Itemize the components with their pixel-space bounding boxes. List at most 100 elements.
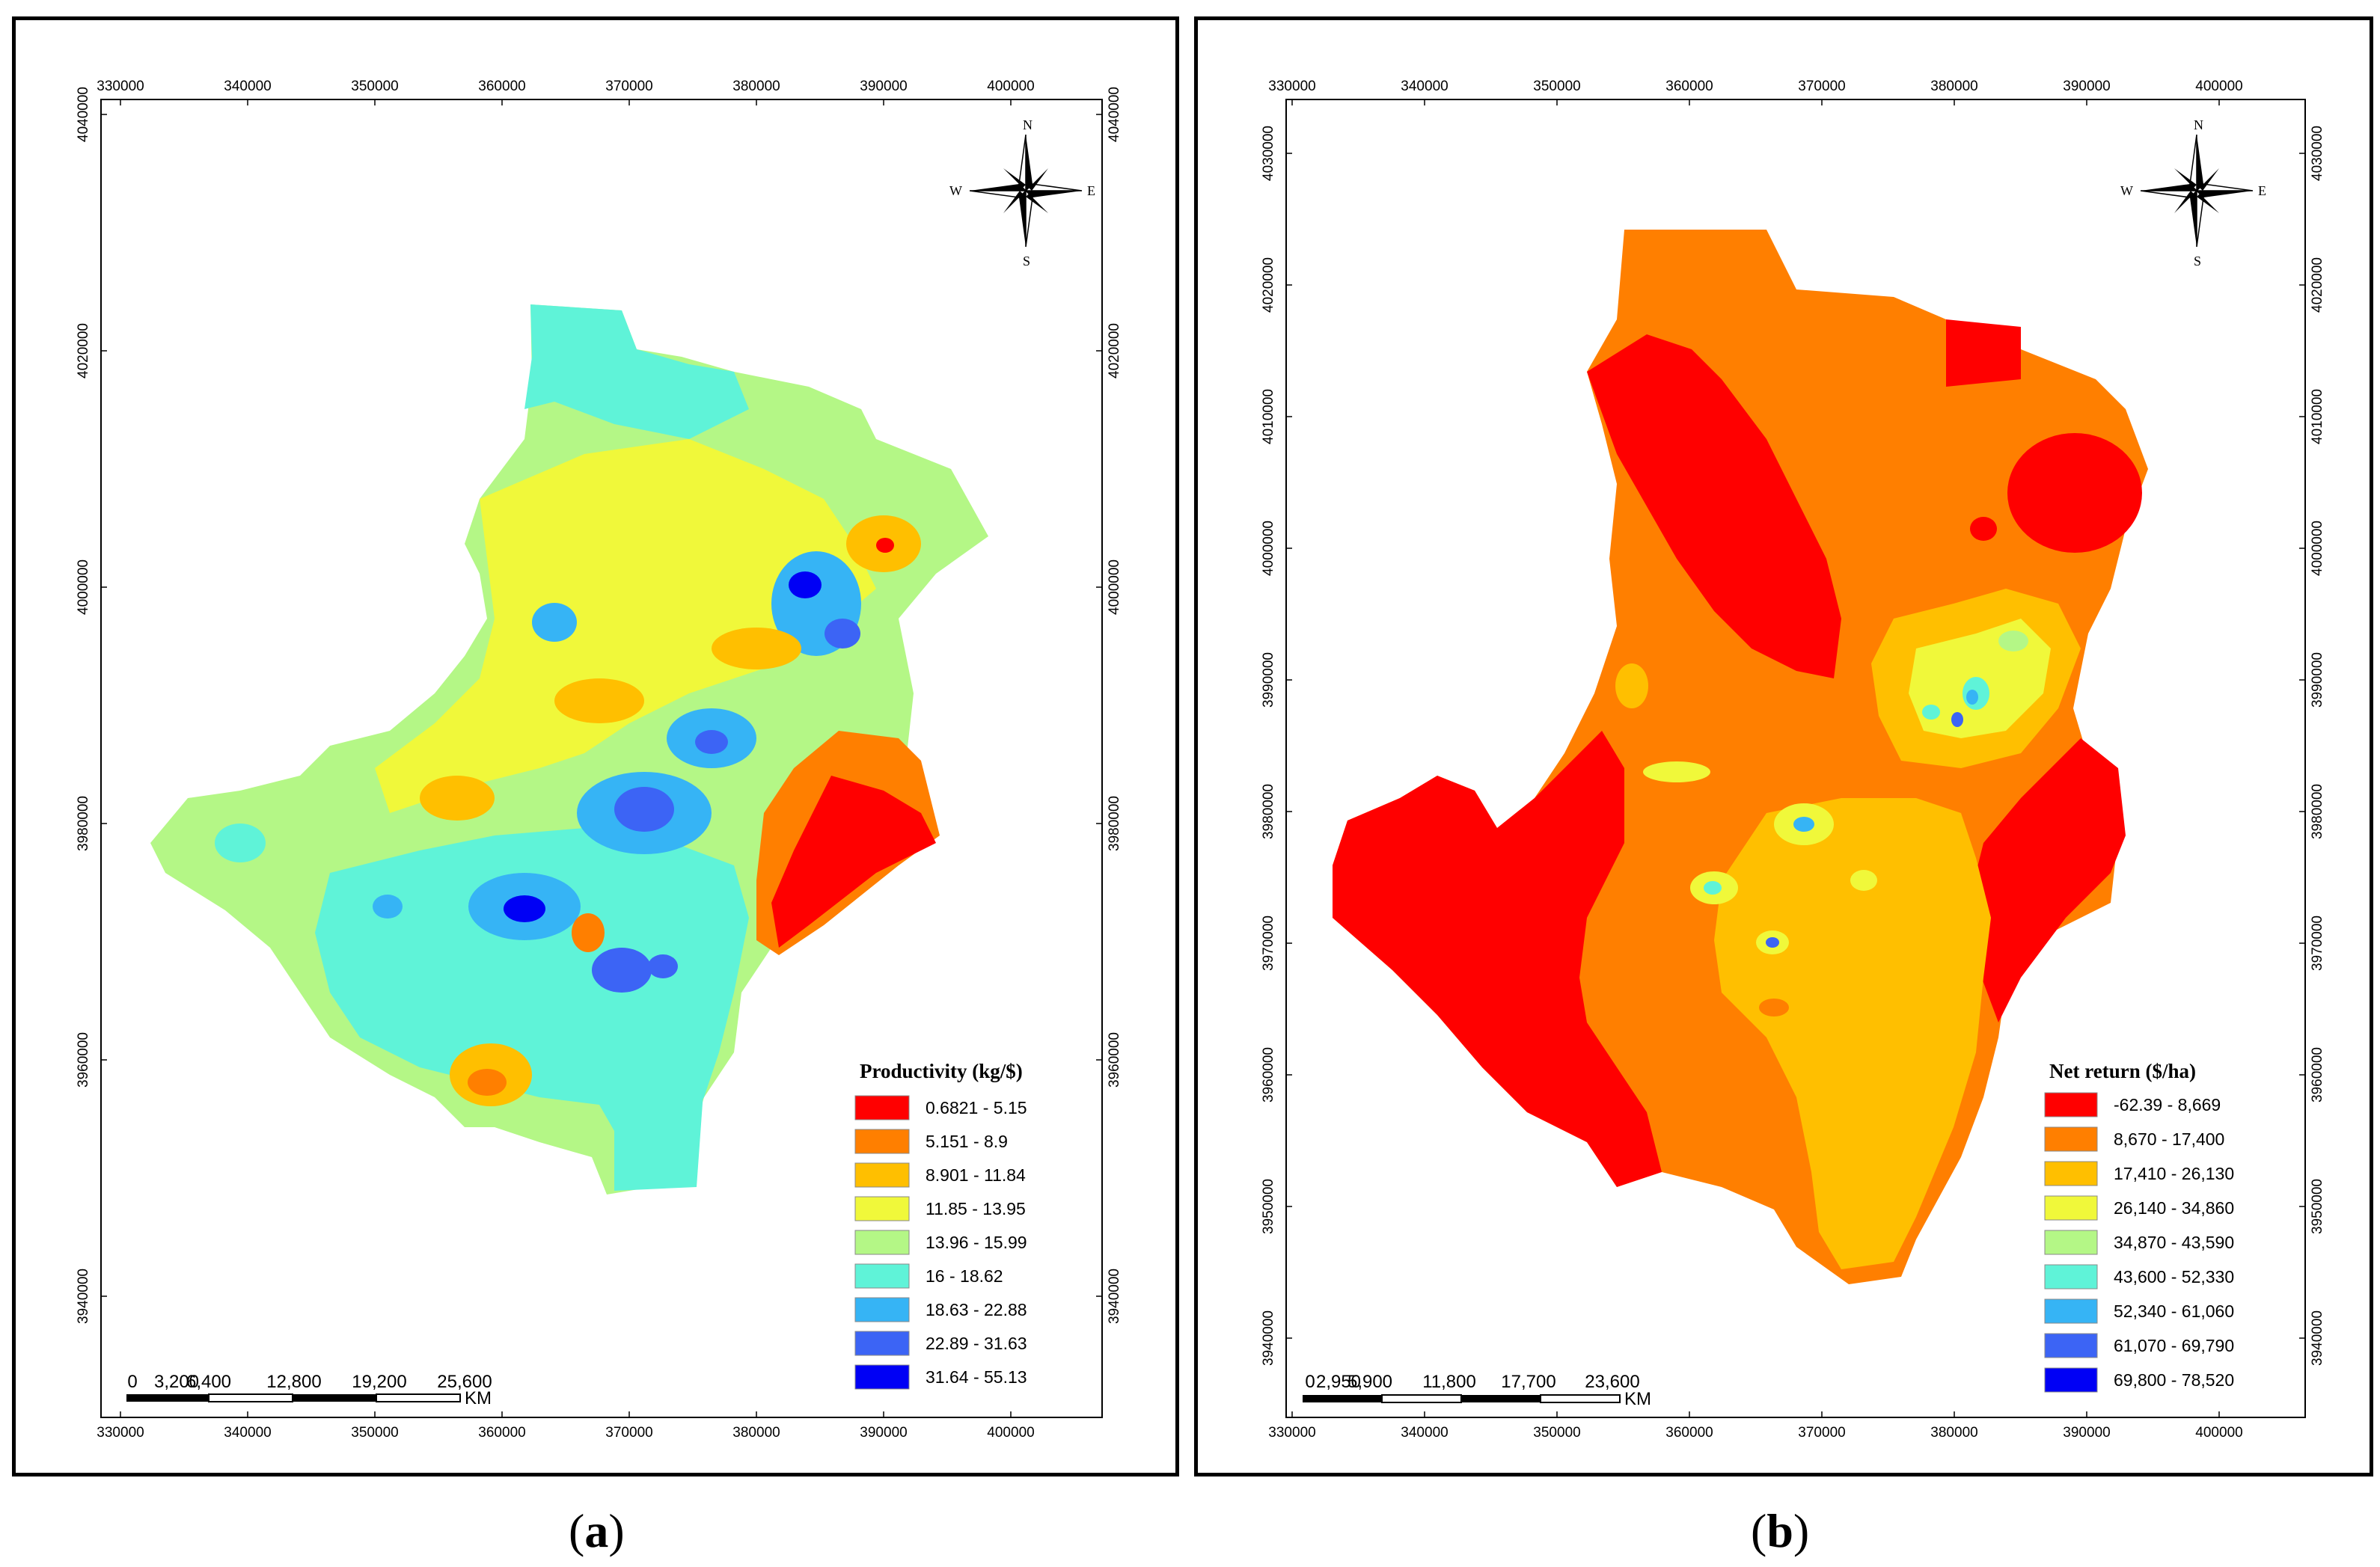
region-south-lobe [614, 1082, 704, 1191]
y-tick-left: 4010000 [1261, 389, 1276, 444]
y-tick-left: 3950000 [1261, 1179, 1276, 1234]
compass-e: E [2258, 183, 2266, 198]
patch-yellow-e [1850, 870, 1877, 891]
x-tick-bottom: 370000 [605, 1425, 652, 1441]
scale-unit-a: KM [465, 1388, 492, 1408]
y-tick-right: 3970000 [2310, 916, 2325, 971]
y-tick-left: 4020000 [1261, 257, 1276, 313]
y-tick-left: 4030000 [1261, 126, 1276, 181]
y-tick-right: 4020000 [1107, 323, 1122, 378]
y-tick-right: 3980000 [1107, 796, 1122, 851]
legend-swatch [854, 1129, 910, 1154]
scale-bar-label: 6,400 [186, 1372, 231, 1392]
y-tick-right: 3990000 [2310, 652, 2325, 708]
legend-label: 5.151 - 8.9 [926, 1132, 1008, 1151]
scale-unit-b: KM [1624, 1389, 1651, 1409]
legend-label: 17,410 - 26,130 [2114, 1164, 2234, 1183]
x-tick-bottom: 330000 [97, 1425, 144, 1441]
y-tick-left: 4000000 [76, 559, 91, 615]
compass-e: E [1087, 183, 1095, 198]
patch-green-ne [1998, 631, 2028, 651]
x-tick-top: 330000 [97, 79, 144, 94]
y-tick-right: 3960000 [2310, 1047, 2325, 1103]
legend-swatch [854, 1095, 910, 1120]
x-tick-bottom: 390000 [860, 1425, 907, 1441]
legend-label: 69,800 - 78,520 [2114, 1370, 2234, 1390]
map-b-frame [1285, 99, 2306, 1418]
x-tick-labels-bottom: 330000 340000 350000 360000 370000 380000 3900… [1268, 1425, 2242, 1441]
patch-deep-blue-1 [504, 895, 545, 922]
x-tick-top: 390000 [860, 79, 907, 94]
patch-orange-ce [712, 628, 801, 669]
y-tick-right: 4030000 [2310, 126, 2325, 181]
scale-bar-label: 23,600 [1585, 1372, 1639, 1392]
scale-bar-label: 0 [1305, 1372, 1315, 1392]
legend-label: 34,870 - 43,590 [2114, 1233, 2234, 1252]
patch-darkorange-sw [468, 1069, 507, 1096]
scale-bar-label: 25,600 [437, 1372, 492, 1392]
legend-a-title: Productivity (kg/$) [860, 1060, 1023, 1082]
compass-w: W [949, 183, 962, 198]
x-tick-bottom: 370000 [1798, 1425, 1845, 1441]
legend-label: 11.85 - 13.95 [926, 1199, 1026, 1218]
panel-a-productivity-map: 330000 340000 350000 360000 370000 380000 3900… [12, 16, 1179, 1476]
x-tick-bottom: 380000 [732, 1425, 780, 1441]
region-red-ne [2007, 433, 2142, 553]
legend-swatch [854, 1331, 910, 1356]
legend-swatch [854, 1263, 910, 1289]
x-tick-top: 380000 [732, 79, 780, 94]
legend-label: 8.901 - 11.84 [926, 1165, 1026, 1185]
x-tick-bottom: 360000 [478, 1425, 525, 1441]
compass-w: W [2120, 183, 2133, 198]
y-tick-left: 4040000 [76, 87, 91, 142]
y-tick-labels-left: 4040000 4020000 4000000 3980000 3960000 39400… [76, 87, 1102, 1324]
y-tick-right: 3950000 [2310, 1179, 2325, 1234]
x-tick-bottom: 340000 [1401, 1425, 1448, 1441]
x-tick-top: 400000 [2195, 79, 2242, 94]
y-tick-right: 3980000 [2310, 784, 2325, 839]
x-tick-top: 390000 [2063, 79, 2110, 94]
x-tick-top: 360000 [478, 79, 525, 94]
map-a-surface [150, 304, 988, 1195]
x-tick-bottom: 380000 [1930, 1425, 1977, 1441]
x-tick-bottom: 400000 [2195, 1425, 2242, 1441]
legend-swatch [2044, 1298, 2098, 1324]
map-b-surface [1333, 230, 2148, 1284]
legend-swatch [854, 1196, 910, 1221]
region-red-ne-top [1946, 319, 2021, 387]
patch-orange-c [554, 678, 644, 723]
map-a-frame [100, 99, 1103, 1418]
region-east-red [771, 776, 936, 948]
caption-b-letter: b [1766, 1504, 1793, 1557]
legend-label: 16 - 18.62 [926, 1266, 1003, 1286]
legend-swatch [854, 1364, 910, 1390]
legend-label: 13.96 - 15.99 [926, 1233, 1027, 1252]
patch-deep-blue-4 [789, 571, 822, 598]
region-north-cyan [524, 304, 749, 439]
legend-swatch [2044, 1333, 2098, 1358]
legend-b-items: -62.39 - 8,669 8,670 - 17,400 17,410 - 26,… [2044, 1092, 2234, 1393]
y-tick-right: 4000000 [1107, 559, 1122, 615]
y-tick-left: 3980000 [76, 796, 91, 851]
legend-swatch [2044, 1264, 2098, 1290]
patch-orange-s [1759, 999, 1789, 1016]
legend-swatch [2044, 1367, 2098, 1393]
y-tick-left: 3960000 [1261, 1047, 1276, 1103]
caption-a: (a) [569, 1504, 625, 1557]
region-south-light-orange [1714, 798, 1991, 1269]
x-tick-bottom: 350000 [351, 1425, 398, 1441]
y-tick-left: 4020000 [76, 323, 91, 378]
legend-swatch [854, 1297, 910, 1322]
scale-bar-label: 3,200 [154, 1372, 199, 1392]
x-tick-top: 370000 [1798, 79, 1845, 94]
map-a-svg: 330000 340000 350000 360000 370000 380000 3900… [76, 79, 1122, 1441]
patch-yellow-band [1643, 761, 1710, 782]
y-tick-right: 4000000 [2310, 521, 2325, 576]
patch-red-small [1970, 517, 1997, 541]
patch-red-ne [876, 538, 894, 553]
patch-mid-blue-2 [614, 787, 674, 832]
x-tick-top: 370000 [605, 79, 652, 94]
patch-blue-7 [648, 954, 678, 978]
y-tick-left: 3940000 [1261, 1310, 1276, 1366]
